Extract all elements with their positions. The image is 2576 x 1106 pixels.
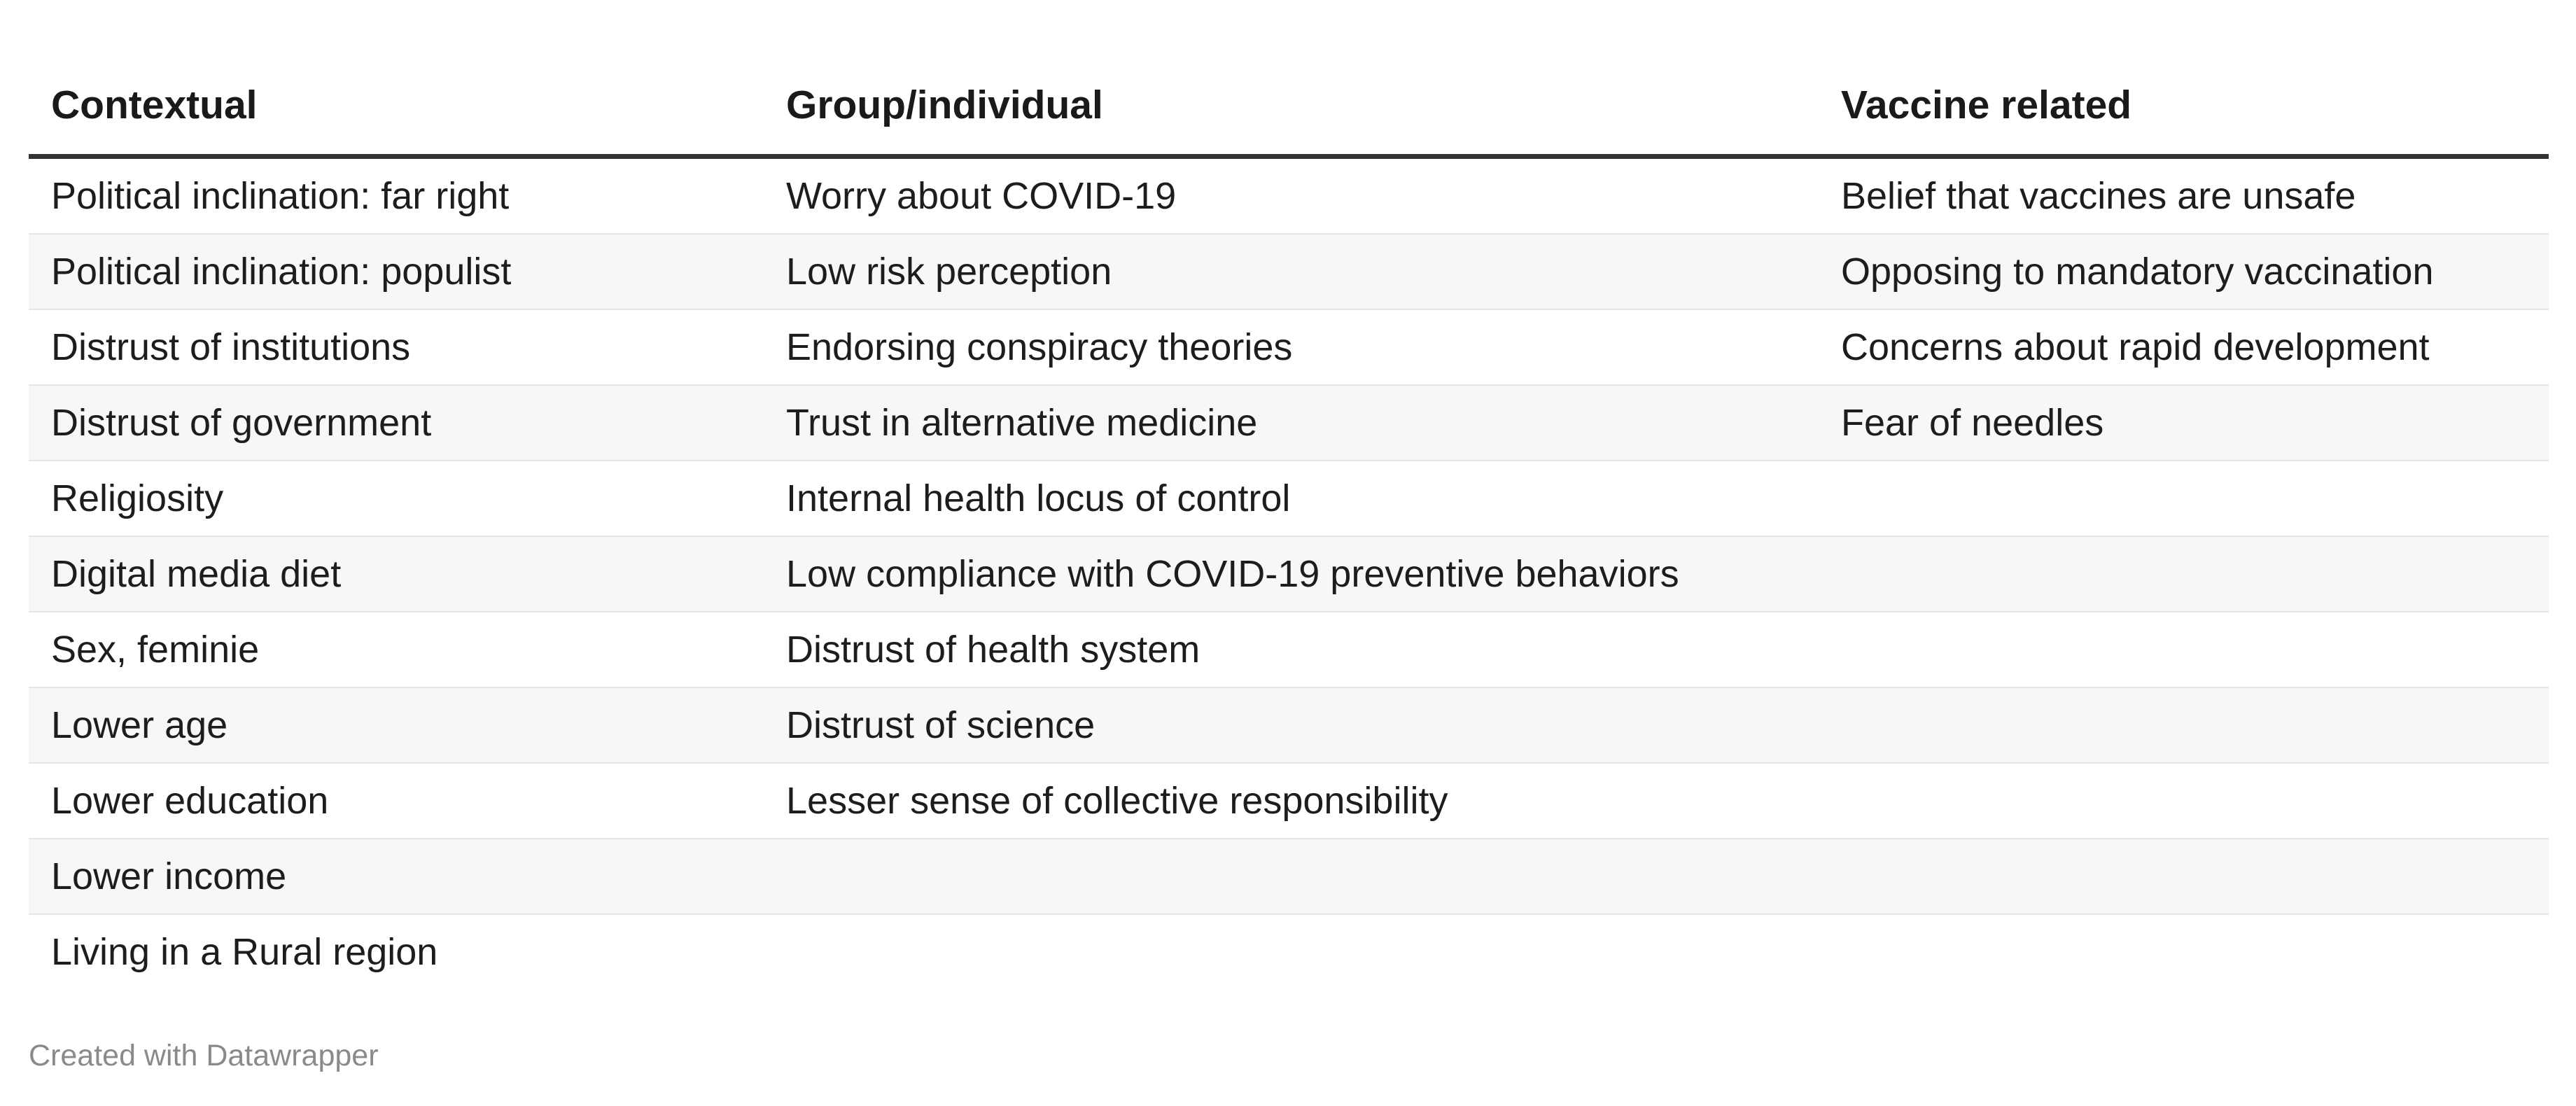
column-header-vaccine-related: Vaccine related — [1819, 56, 2549, 159]
table-cell: Worry about COVID-19 — [764, 156, 1819, 234]
column-header-group-individual: Group/individual — [764, 56, 1819, 159]
table-cell — [1819, 612, 2549, 688]
table-row: Lower income — [29, 839, 2549, 915]
table-cell: Lesser sense of collective responsibilit… — [764, 763, 1819, 839]
table-cell: Distrust of government — [29, 385, 764, 461]
table-cell: Distrust of institutions — [29, 309, 764, 386]
table-cell: Religiosity — [29, 461, 764, 537]
table-cell: Low risk perception — [764, 234, 1819, 310]
table-cell: Digital media diet — [29, 536, 764, 612]
table-row: Distrust of institutions Endorsing consp… — [29, 309, 2549, 386]
header-row: Contextual Group/individual Vaccine rela… — [29, 56, 2549, 159]
table-body: Political inclination: far right Worry a… — [29, 156, 2549, 990]
column-header-contextual: Contextual — [29, 56, 764, 159]
table-cell: Distrust of health system — [764, 612, 1819, 688]
table-cell — [1819, 914, 2549, 989]
table-cell: Opposing to mandatory vaccination — [1819, 234, 2549, 310]
table-cell — [1819, 763, 2549, 839]
datawrapper-credit[interactable]: Created with Datawrapper — [29, 1039, 379, 1072]
table-cell: Lower education — [29, 763, 764, 839]
table-cell — [1819, 461, 2549, 537]
table-cell: Living in a Rural region — [51, 931, 438, 973]
table-row: Sex, feminie Distrust of health system — [29, 612, 2549, 688]
table-cell — [1819, 839, 2549, 915]
table-row: Lower education Lesser sense of collecti… — [29, 763, 2549, 839]
table-row: Political inclination: populist Low risk… — [29, 234, 2549, 310]
table-cell: Political inclination: far right — [29, 156, 764, 234]
table-cell: Political inclination: populist — [29, 234, 764, 310]
data-table: Contextual Group/individual Vaccine rela… — [29, 56, 2549, 989]
table-cell: Belief that vaccines are unsafe — [1819, 156, 2549, 234]
table-row: Lower age Distrust of science — [29, 687, 2549, 764]
table-cell: Distrust of science — [764, 687, 1819, 764]
table-row: Digital media diet Low compliance with C… — [29, 536, 2549, 612]
table-cell: Sex, feminie — [29, 612, 764, 688]
table-cell: Lower age — [29, 687, 764, 764]
table-cell: Internal health locus of control — [764, 461, 1819, 537]
table-container: Contextual Group/individual Vaccine rela… — [29, 56, 2549, 989]
table-row: Distrust of government Trust in alternat… — [29, 385, 2549, 461]
table-row: Religiosity Internal health locus of con… — [29, 461, 2549, 537]
table-cell — [764, 839, 1819, 915]
table-cell — [1819, 536, 2549, 612]
table-header: Contextual Group/individual Vaccine rela… — [29, 56, 2549, 159]
table-row: Political inclination: far right Worry a… — [29, 156, 2549, 234]
table-cell: Fear of needles — [1819, 385, 2549, 461]
table-cell: Endorsing conspiracy theories — [764, 309, 1819, 386]
table-cell: Lower income — [29, 839, 764, 915]
table-cell: Trust in alternative medicine — [764, 385, 1819, 461]
table-cell — [764, 914, 1819, 989]
table-cell: Concerns about rapid development — [1819, 309, 2549, 386]
table-cell: Low compliance with COVID-19 preventive … — [764, 536, 1819, 612]
table-row: Living in a Rural region — [29, 914, 2549, 989]
table-cell — [1819, 687, 2549, 764]
